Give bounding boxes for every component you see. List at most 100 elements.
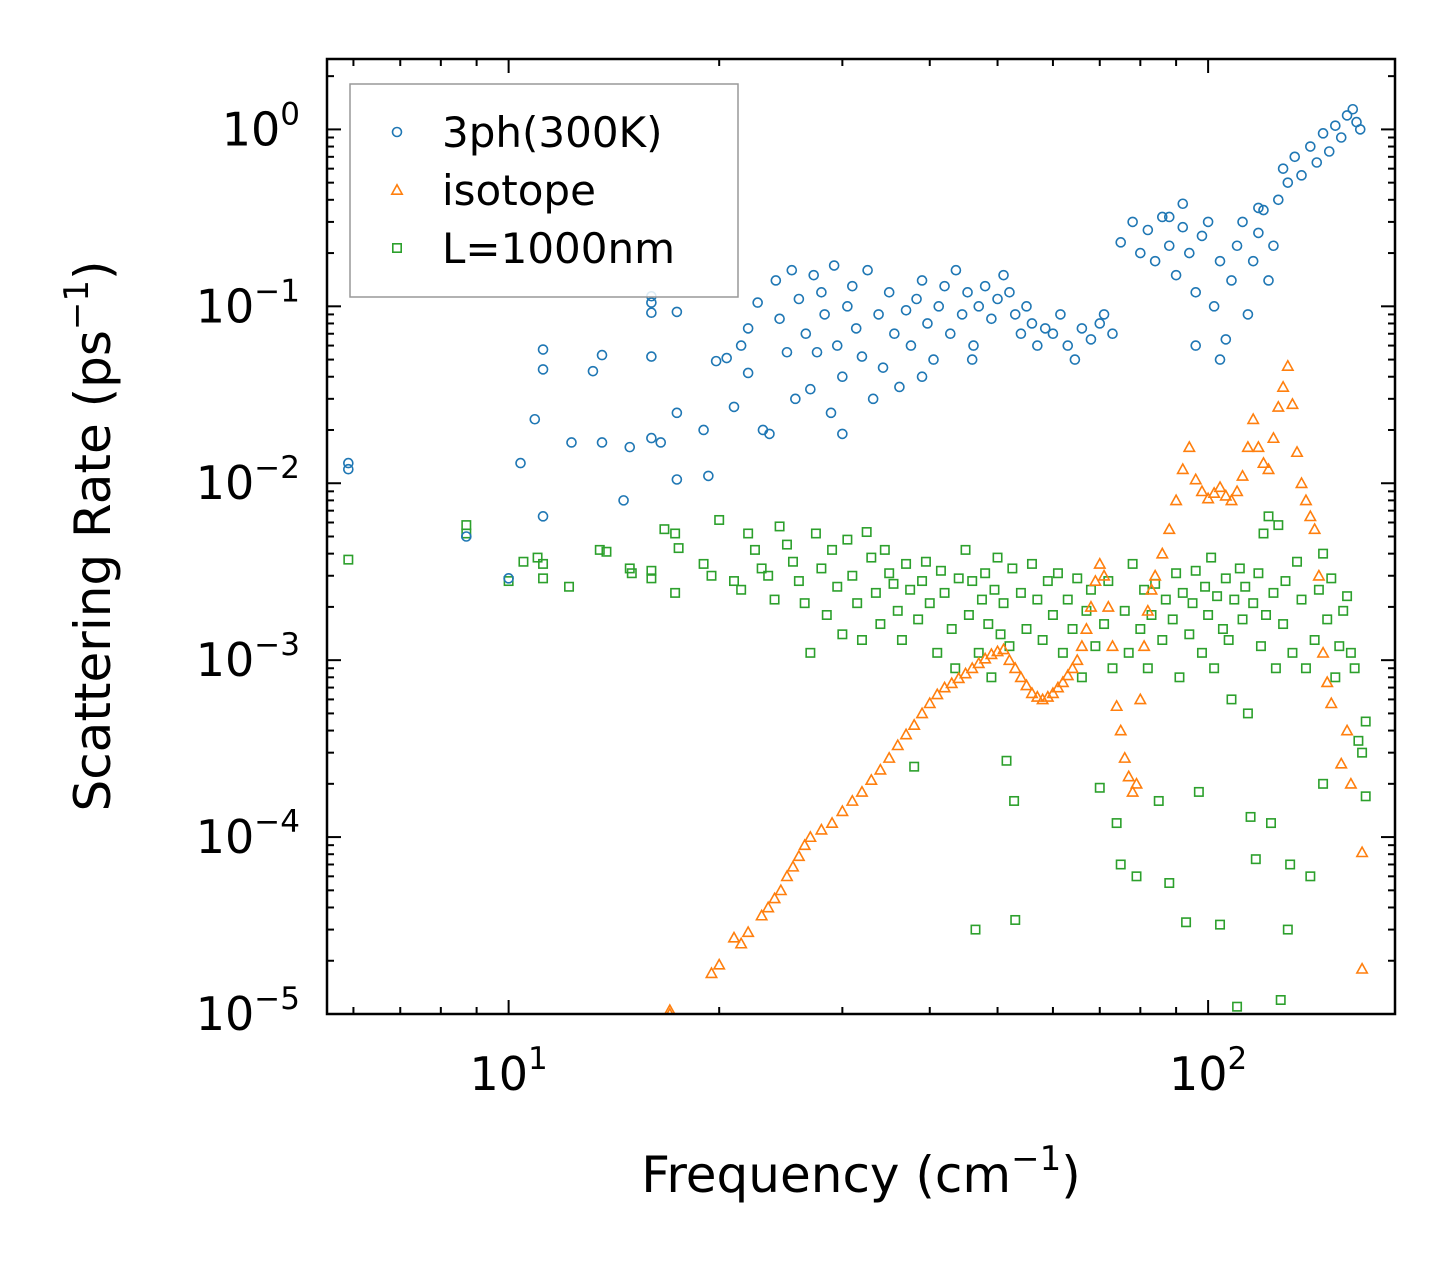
data-point [916, 275, 928, 286]
data-point [1021, 301, 1032, 312]
data-point [866, 552, 877, 563]
data-point [1213, 480, 1227, 493]
data-point [1019, 678, 1034, 691]
data-point [989, 584, 1000, 595]
data-point [518, 556, 529, 567]
data-point [946, 624, 957, 635]
data-point [816, 287, 827, 298]
data-point [1289, 151, 1301, 163]
data-point [1041, 690, 1055, 702]
data-point [1190, 565, 1201, 576]
data-point [896, 635, 907, 646]
data-point [968, 340, 979, 351]
data-point [998, 269, 1009, 281]
data-point [1271, 400, 1285, 412]
data-point [939, 587, 950, 598]
data-point [899, 727, 913, 740]
data-point [792, 849, 806, 862]
data-point [816, 563, 827, 574]
data-point [663, 1003, 676, 1014]
data-point [343, 554, 354, 565]
data-point [1094, 318, 1106, 329]
data-point [1176, 462, 1190, 475]
data-point [950, 264, 962, 276]
data-point [1193, 786, 1204, 797]
data-point [1247, 255, 1259, 267]
data-point [1323, 146, 1335, 157]
data-point [1215, 919, 1226, 930]
data-point [1232, 1001, 1243, 1012]
data-point [1250, 854, 1261, 865]
data-point [1208, 301, 1220, 312]
data-point [980, 568, 991, 579]
data-point [905, 584, 916, 595]
data-point [1184, 247, 1195, 259]
data-point [1308, 522, 1322, 535]
data-point [1355, 845, 1369, 858]
data-point [1334, 756, 1348, 769]
data-point [1277, 163, 1289, 174]
data-point [503, 573, 514, 584]
data-point [646, 565, 657, 576]
data-point [461, 531, 472, 542]
data-point [995, 629, 1006, 640]
data-point [1026, 318, 1038, 329]
data-point [1258, 528, 1269, 539]
data-point [742, 323, 754, 334]
data-point [1278, 619, 1289, 630]
data-point [1253, 227, 1264, 239]
series-L=1000nm [343, 511, 1371, 1012]
data-point [1300, 663, 1311, 674]
legend-marker [390, 183, 404, 195]
data-point [892, 605, 903, 616]
data-point [1123, 647, 1134, 658]
data-point [1153, 795, 1164, 806]
data-point [1334, 641, 1345, 652]
data-point [933, 301, 945, 312]
data-point [1354, 124, 1366, 135]
data-point [1282, 177, 1294, 188]
data-point [875, 619, 886, 630]
data-point [1305, 871, 1316, 882]
data-point [1135, 247, 1146, 259]
data-point [960, 544, 971, 555]
data-point [1076, 672, 1087, 683]
data-point [1061, 668, 1075, 681]
data-point [1037, 635, 1048, 646]
data-point [1160, 594, 1171, 605]
data-point [1353, 735, 1364, 746]
data-point [1224, 493, 1239, 506]
data-point [1220, 334, 1232, 345]
data-point [1174, 672, 1185, 683]
data-point [1355, 961, 1369, 974]
data-point [646, 307, 657, 319]
data-point [883, 287, 895, 298]
data-point [1335, 132, 1347, 143]
data-point [1296, 594, 1307, 605]
data-point [1141, 603, 1155, 616]
data-point [1349, 663, 1360, 674]
data-point [1115, 859, 1126, 870]
data-point [1079, 622, 1094, 634]
data-point [1266, 818, 1277, 829]
data-point [997, 642, 1011, 655]
plot-frame [325, 57, 1397, 1016]
data-point [1164, 878, 1175, 889]
data-point [1317, 128, 1329, 139]
data-point [1163, 211, 1175, 223]
data-point [1009, 309, 1021, 320]
data-point [1046, 686, 1060, 699]
data-point [842, 301, 853, 312]
data-point [831, 340, 843, 351]
data-point [1067, 624, 1078, 635]
data-point [698, 424, 709, 436]
data-point [1344, 776, 1358, 789]
data-point [1190, 340, 1202, 351]
data-point [774, 883, 788, 896]
data-point [953, 573, 964, 584]
data-point [810, 528, 821, 539]
data-point [891, 738, 905, 751]
data-point [911, 293, 922, 305]
x-tick-label: 101 [469, 1041, 547, 1101]
data-point [1131, 871, 1142, 882]
